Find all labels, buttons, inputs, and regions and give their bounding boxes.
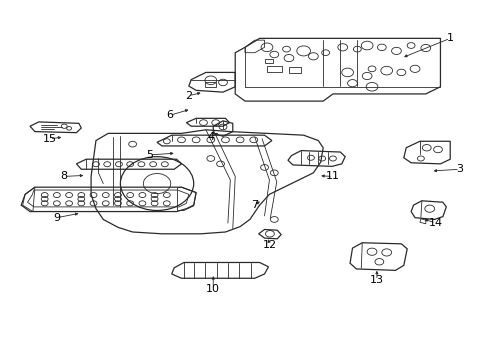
Bar xyxy=(265,59,273,63)
Text: 14: 14 xyxy=(428,218,442,228)
Text: 3: 3 xyxy=(457,164,464,174)
Text: 10: 10 xyxy=(206,284,220,294)
Text: 15: 15 xyxy=(43,134,56,144)
Text: 6: 6 xyxy=(166,111,173,121)
Bar xyxy=(205,82,216,87)
Text: 8: 8 xyxy=(61,171,68,181)
Text: 4: 4 xyxy=(207,132,214,142)
Text: 7: 7 xyxy=(251,200,258,210)
Text: 5: 5 xyxy=(146,150,153,160)
Text: 9: 9 xyxy=(53,213,60,222)
Bar xyxy=(289,67,301,73)
Text: 2: 2 xyxy=(185,91,193,101)
Bar xyxy=(267,66,282,72)
Text: 12: 12 xyxy=(262,239,276,249)
Text: 11: 11 xyxy=(326,171,340,181)
Text: 13: 13 xyxy=(370,275,384,285)
Text: 1: 1 xyxy=(447,33,454,43)
